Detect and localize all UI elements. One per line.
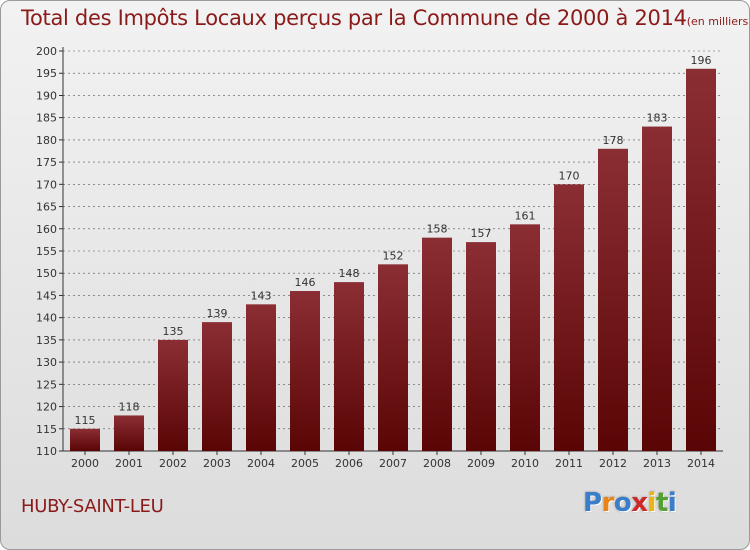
bar	[290, 291, 320, 451]
y-tick-label: 175	[36, 156, 57, 169]
x-tick-label: 2004	[247, 457, 275, 470]
data-label: 148	[339, 267, 360, 280]
y-tick-label: 130	[36, 356, 57, 369]
chart-title: Total des Impôts Locaux perçus par la Co…	[21, 6, 749, 30]
y-tick-label: 150	[36, 267, 57, 280]
y-tick-label: 190	[36, 89, 57, 102]
data-label: 157	[471, 227, 492, 240]
x-tick-label: 2011	[555, 457, 583, 470]
y-tick-label: 115	[36, 423, 57, 436]
bar	[70, 428, 100, 451]
data-label: 135	[163, 325, 184, 338]
y-tick-label: 135	[36, 334, 57, 347]
bar	[422, 237, 452, 451]
y-tick-label: 125	[36, 378, 57, 391]
data-label: 170	[559, 169, 580, 182]
x-tick-label: 2005	[291, 457, 319, 470]
title-main: Total des Impôts Locaux perçus par la Co…	[21, 6, 687, 30]
y-tick-label: 185	[36, 112, 57, 125]
bar	[510, 224, 540, 451]
data-label: 146	[295, 276, 316, 289]
x-tick-label: 2013	[643, 457, 671, 470]
data-label: 139	[207, 307, 228, 320]
y-tick-label: 140	[36, 312, 57, 325]
title-unit: (en milliers d'€)	[686, 15, 749, 28]
data-label: 196	[691, 54, 712, 67]
x-tick-label: 2010	[511, 457, 539, 470]
x-tick-label: 2009	[467, 457, 495, 470]
data-label: 161	[515, 209, 536, 222]
bar	[686, 68, 716, 452]
bar	[158, 339, 188, 451]
x-tick-label: 2008	[423, 457, 451, 470]
x-tick-label: 2003	[203, 457, 231, 470]
y-tick-label: 200	[36, 45, 57, 58]
data-label: 178	[603, 134, 624, 147]
proxiti-logo: Proxiti	[583, 488, 677, 518]
x-tick-label: 2006	[335, 457, 363, 470]
bar	[598, 148, 628, 451]
x-tick-label: 2001	[115, 457, 143, 470]
y-tick-label: 170	[36, 178, 57, 191]
data-label: 158	[427, 223, 448, 236]
bar	[378, 264, 408, 451]
data-label: 183	[647, 112, 668, 125]
x-tick-label: 2000	[71, 457, 99, 470]
x-tick-label: 2002	[159, 457, 187, 470]
y-tick-label: 110	[36, 445, 57, 458]
bar	[246, 304, 276, 451]
bar	[466, 242, 496, 451]
y-tick-label: 165	[36, 201, 57, 214]
y-tick-label: 180	[36, 134, 57, 147]
x-tick-label: 2012	[599, 457, 627, 470]
bar	[114, 415, 144, 451]
y-tick-label: 155	[36, 245, 57, 258]
y-tick-label: 145	[36, 289, 57, 302]
y-tick-label: 195	[36, 67, 57, 80]
data-label: 118	[119, 400, 140, 413]
bar	[554, 184, 584, 452]
data-label: 115	[75, 414, 96, 427]
bar	[334, 282, 364, 451]
bar	[642, 126, 672, 452]
bar	[202, 322, 232, 451]
commune-name: HUBY-SAINT-LEU	[21, 496, 164, 517]
x-tick-label: 2007	[379, 457, 407, 470]
data-label: 143	[251, 289, 272, 302]
y-tick-label: 160	[36, 223, 57, 236]
y-tick-label: 120	[36, 401, 57, 414]
x-tick-label: 2014	[687, 457, 715, 470]
data-label: 152	[383, 249, 404, 262]
